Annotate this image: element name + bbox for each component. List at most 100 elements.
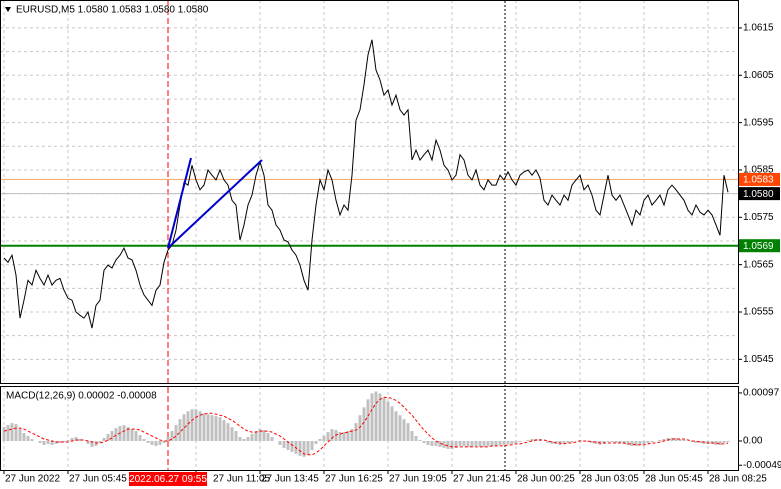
macd-bar [174, 425, 178, 441]
macd-bar [634, 440, 638, 446]
macd-bar [282, 440, 286, 448]
macd-bar [6, 425, 10, 441]
collapse-icon [5, 7, 11, 12]
macd-bar [122, 425, 126, 441]
macd-bar [162, 440, 166, 443]
macd-bar [262, 430, 266, 441]
macd-bar [258, 429, 262, 441]
macd-bar [626, 440, 630, 445]
x-tick-label: 27 Jun 11:05 [213, 474, 271, 485]
macd-bar [370, 393, 374, 441]
macd-bar [722, 440, 726, 443]
y-tick-label: 1.0595 [743, 117, 774, 128]
x-tick-label: 27 Jun 21:45 [453, 474, 511, 485]
macd-bar [602, 440, 606, 444]
macd-bar [230, 427, 234, 441]
macd-bar [410, 431, 414, 441]
macd-bar [322, 436, 326, 441]
macd-bar [406, 423, 410, 441]
macd-bar [186, 411, 190, 441]
macd-bar [278, 440, 282, 445]
macd-bar [254, 431, 258, 441]
macd-bar [418, 439, 422, 441]
macd-bar [714, 440, 718, 445]
macd-bar [502, 440, 506, 445]
macd-bar [726, 440, 730, 442]
y-tick-label: -0.00049 [743, 460, 781, 471]
y-tick-label: 1.0585 [743, 165, 774, 176]
macd-bar [642, 440, 646, 444]
macd-bar [102, 438, 106, 441]
macd-bar [606, 440, 610, 442]
macd-bar [226, 423, 230, 441]
x-tick-label: 28 Jun 08:25 [709, 474, 767, 485]
y-tick-label: 1.0555 [743, 307, 774, 318]
macd-bar [426, 440, 430, 445]
trend-line [167, 159, 263, 249]
macd-bar [366, 399, 370, 441]
macd-bar [658, 439, 662, 441]
macd-bar [42, 440, 46, 445]
macd-bar [314, 440, 318, 444]
crosshair-label-box [129, 472, 207, 486]
macd-bar [170, 431, 174, 441]
macd-bar [450, 440, 454, 449]
macd-bar [298, 440, 302, 456]
macd-bar [30, 438, 34, 441]
macd-bar [382, 397, 386, 441]
macd-bar [694, 440, 698, 443]
macd-bar [518, 440, 522, 442]
macd-panel-frame [0, 386, 739, 471]
macd-bar [354, 423, 358, 441]
macd-bar [462, 440, 466, 446]
macd-bar [562, 440, 566, 444]
macd-bar [250, 434, 254, 441]
macd-bar [630, 440, 634, 446]
macd-bar [514, 440, 518, 443]
macd-bar [458, 440, 462, 446]
macd-bar [146, 440, 150, 443]
y-tick-label: 1.0615 [743, 23, 774, 34]
macd-bar [706, 440, 710, 444]
macd-bar [330, 429, 334, 441]
macd-bar [190, 409, 194, 441]
macd-bar [154, 440, 158, 446]
macd-bar [66, 439, 70, 441]
macd-bar [90, 440, 94, 447]
macd-bar [150, 440, 154, 445]
macd-bar [338, 432, 342, 441]
y-tick-label: 0.00097 [743, 388, 780, 399]
macd-bar [74, 437, 78, 441]
macd-bar [18, 429, 22, 441]
macd-bar [622, 440, 626, 444]
price-tag [739, 239, 780, 253]
levels [0, 178, 738, 247]
macd-bar [290, 440, 294, 452]
macd-bar [346, 431, 350, 441]
macd-bar [246, 437, 250, 441]
macd-bar [466, 440, 470, 447]
macd-bar [78, 438, 82, 441]
macd-bar [222, 420, 226, 441]
macd-bar [326, 432, 330, 441]
macd-bar [182, 414, 186, 441]
macd-bar [242, 438, 246, 441]
grid [0, 0, 738, 470]
macd-bar [206, 414, 210, 441]
macd-bar [138, 435, 142, 441]
macd-bar [438, 440, 442, 447]
macd-bar [62, 440, 66, 442]
macd-bar [478, 440, 482, 447]
signal-line [3, 396, 729, 456]
macd-bar [342, 432, 346, 441]
macd-bar [266, 433, 270, 441]
macd-bar [662, 438, 666, 441]
x-tick-label: 27 Jun 16:25 [325, 474, 383, 485]
macd-bar [302, 440, 306, 457]
macd-bar [526, 439, 530, 441]
macd-bar [50, 440, 54, 445]
macd-bar [110, 431, 114, 441]
price-tag-label: 1.0583 [743, 175, 774, 186]
macd-bar [318, 438, 322, 441]
axes: 1.0545 1.0555 1.0565 1.0575 1.0585 1.0595 1.06… [3, 23, 781, 486]
